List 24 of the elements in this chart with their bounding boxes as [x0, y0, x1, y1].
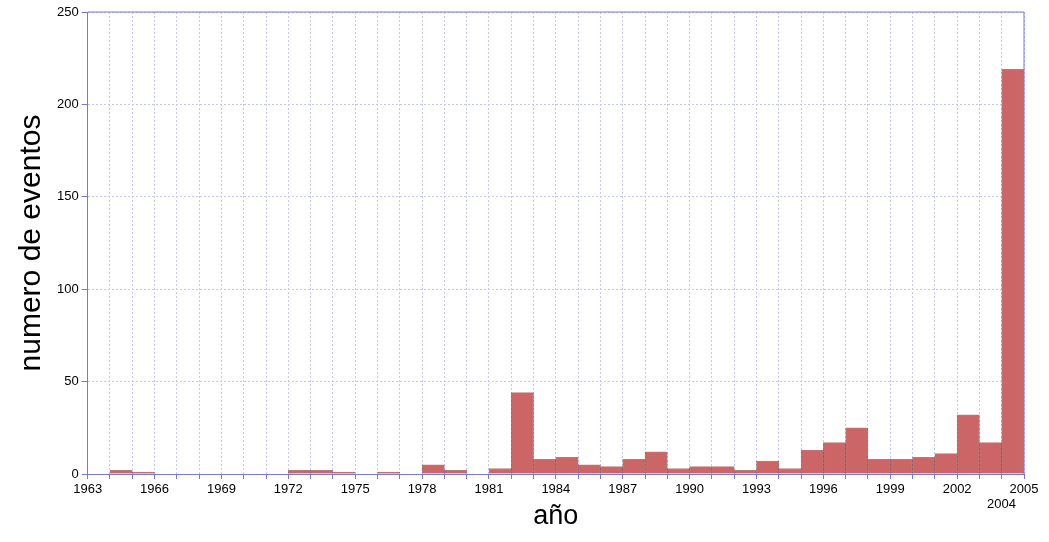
y-tick-label: 150 — [56, 188, 79, 204]
text: 2004 — [987, 496, 1016, 512]
x-tick-label: 1981 — [474, 481, 504, 497]
x-tick-label: 1987 — [608, 481, 638, 497]
x-tick-label: 1993 — [742, 481, 771, 497]
y-axis-title: numero de eventos — [13, 114, 47, 372]
x-tick-label: 1969 — [206, 481, 236, 497]
x-axis-title: año — [533, 500, 579, 531]
y-tick-label: 0 — [71, 465, 79, 481]
y-tick-label: 250 — [56, 3, 79, 19]
y-tick-label: 200 — [56, 95, 79, 111]
x-tick-label: 1984 — [541, 481, 571, 497]
x-tick-label: 1999 — [875, 481, 905, 497]
x-tick-label: 1966 — [140, 481, 170, 497]
y-tick-label: 50 — [64, 373, 79, 389]
x-tick-label: 1975 — [340, 481, 370, 497]
x-tick-label: 1972 — [273, 481, 303, 497]
y-tick-label: 100 — [56, 280, 79, 296]
x-tick-label: 1990 — [675, 481, 705, 497]
x-tick-label: 2002 — [942, 481, 972, 497]
x-tick-label: 1963 — [73, 481, 103, 497]
x-tick-label: 1978 — [407, 481, 437, 497]
x-tick-label: 2005 — [1009, 481, 1039, 497]
x-tick-label: 1996 — [808, 481, 838, 497]
